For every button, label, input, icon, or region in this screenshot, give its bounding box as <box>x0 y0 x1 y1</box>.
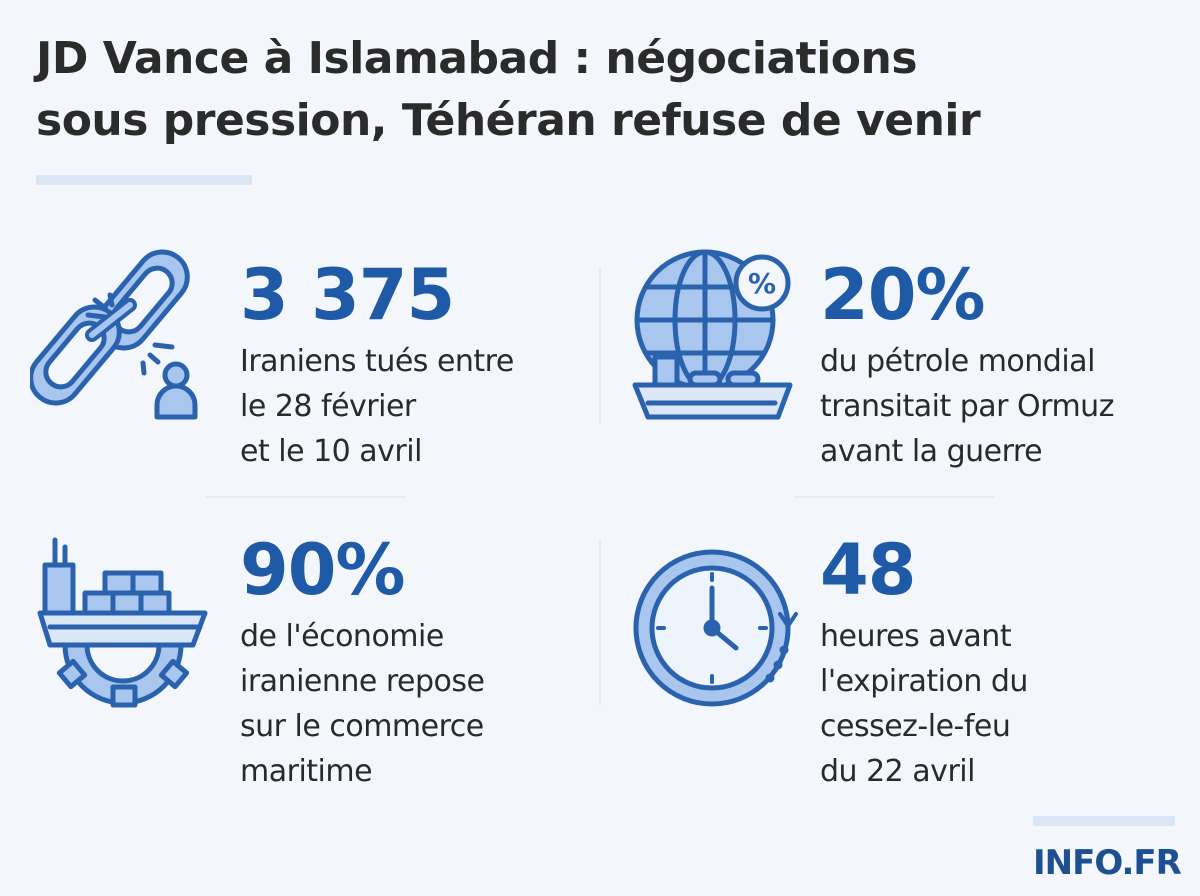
stat-description: de l'économie iranienne repose sur le co… <box>240 614 485 794</box>
desc-line: transitait par Ormuz <box>820 389 1114 424</box>
desc-line: iranienne repose <box>240 664 485 699</box>
stat-description: du pétrole mondial transitait par Ormuz … <box>820 339 1114 474</box>
desc-line: cessez-le-feu <box>820 709 1011 744</box>
stat-description: heures avant l'expiration du cessez-le-f… <box>820 614 1028 794</box>
broken-chain-person-icon <box>30 249 198 420</box>
desc-line: du pétrole mondial <box>820 344 1095 379</box>
page-title: JD Vance à Islamabad : négociations sous… <box>36 28 981 152</box>
divider-vertical-bottom <box>599 540 601 705</box>
stat-value: 3 375 <box>240 254 455 336</box>
svg-text:%: % <box>748 267 776 300</box>
desc-line: avant la guerre <box>820 434 1043 469</box>
divider-horizontal-left <box>205 496 405 498</box>
desc-line: du 22 avril <box>820 754 975 789</box>
stat-value: 48 <box>820 529 916 611</box>
desc-line: de l'économie <box>240 619 444 654</box>
desc-line: l'expiration du <box>820 664 1028 699</box>
title-line-2: sous pression, Téhéran refuse de venir <box>36 95 981 146</box>
stat-value: 90% <box>240 529 406 611</box>
stat-oil: 20% du pétrole mondial transitait par Or… <box>820 255 1114 474</box>
desc-line: maritime <box>240 754 373 789</box>
title-underline <box>36 175 252 185</box>
stat-value: 20% <box>820 254 986 336</box>
stat-description: Iraniens tués entre le 28 février et le … <box>240 339 514 474</box>
desc-line: le 28 février <box>240 389 416 424</box>
desc-line: sur le commerce <box>240 709 484 744</box>
desc-line: heures avant <box>820 619 1012 654</box>
stat-casualties: 3 375 Iraniens tués entre le 28 février … <box>240 255 514 474</box>
title-line-1: JD Vance à Islamabad : négociations <box>36 33 918 84</box>
clock-countdown-icon <box>633 549 798 707</box>
desc-line: et le 10 avril <box>240 434 422 469</box>
stat-maritime: 90% de l'économie iranienne repose sur l… <box>240 530 485 794</box>
cargo-ship-gear-icon <box>37 537 208 708</box>
divider-vertical-top <box>599 268 601 423</box>
logo: INFO.FR <box>1033 843 1182 883</box>
logo-bar <box>1033 816 1175 826</box>
stat-ceasefire: 48 heures avant l'expiration du cessez-l… <box>820 530 1028 794</box>
divider-horizontal-right <box>795 496 995 498</box>
desc-line: Iraniens tués entre <box>240 344 514 379</box>
globe-percent-tanker-icon: % <box>632 249 793 420</box>
